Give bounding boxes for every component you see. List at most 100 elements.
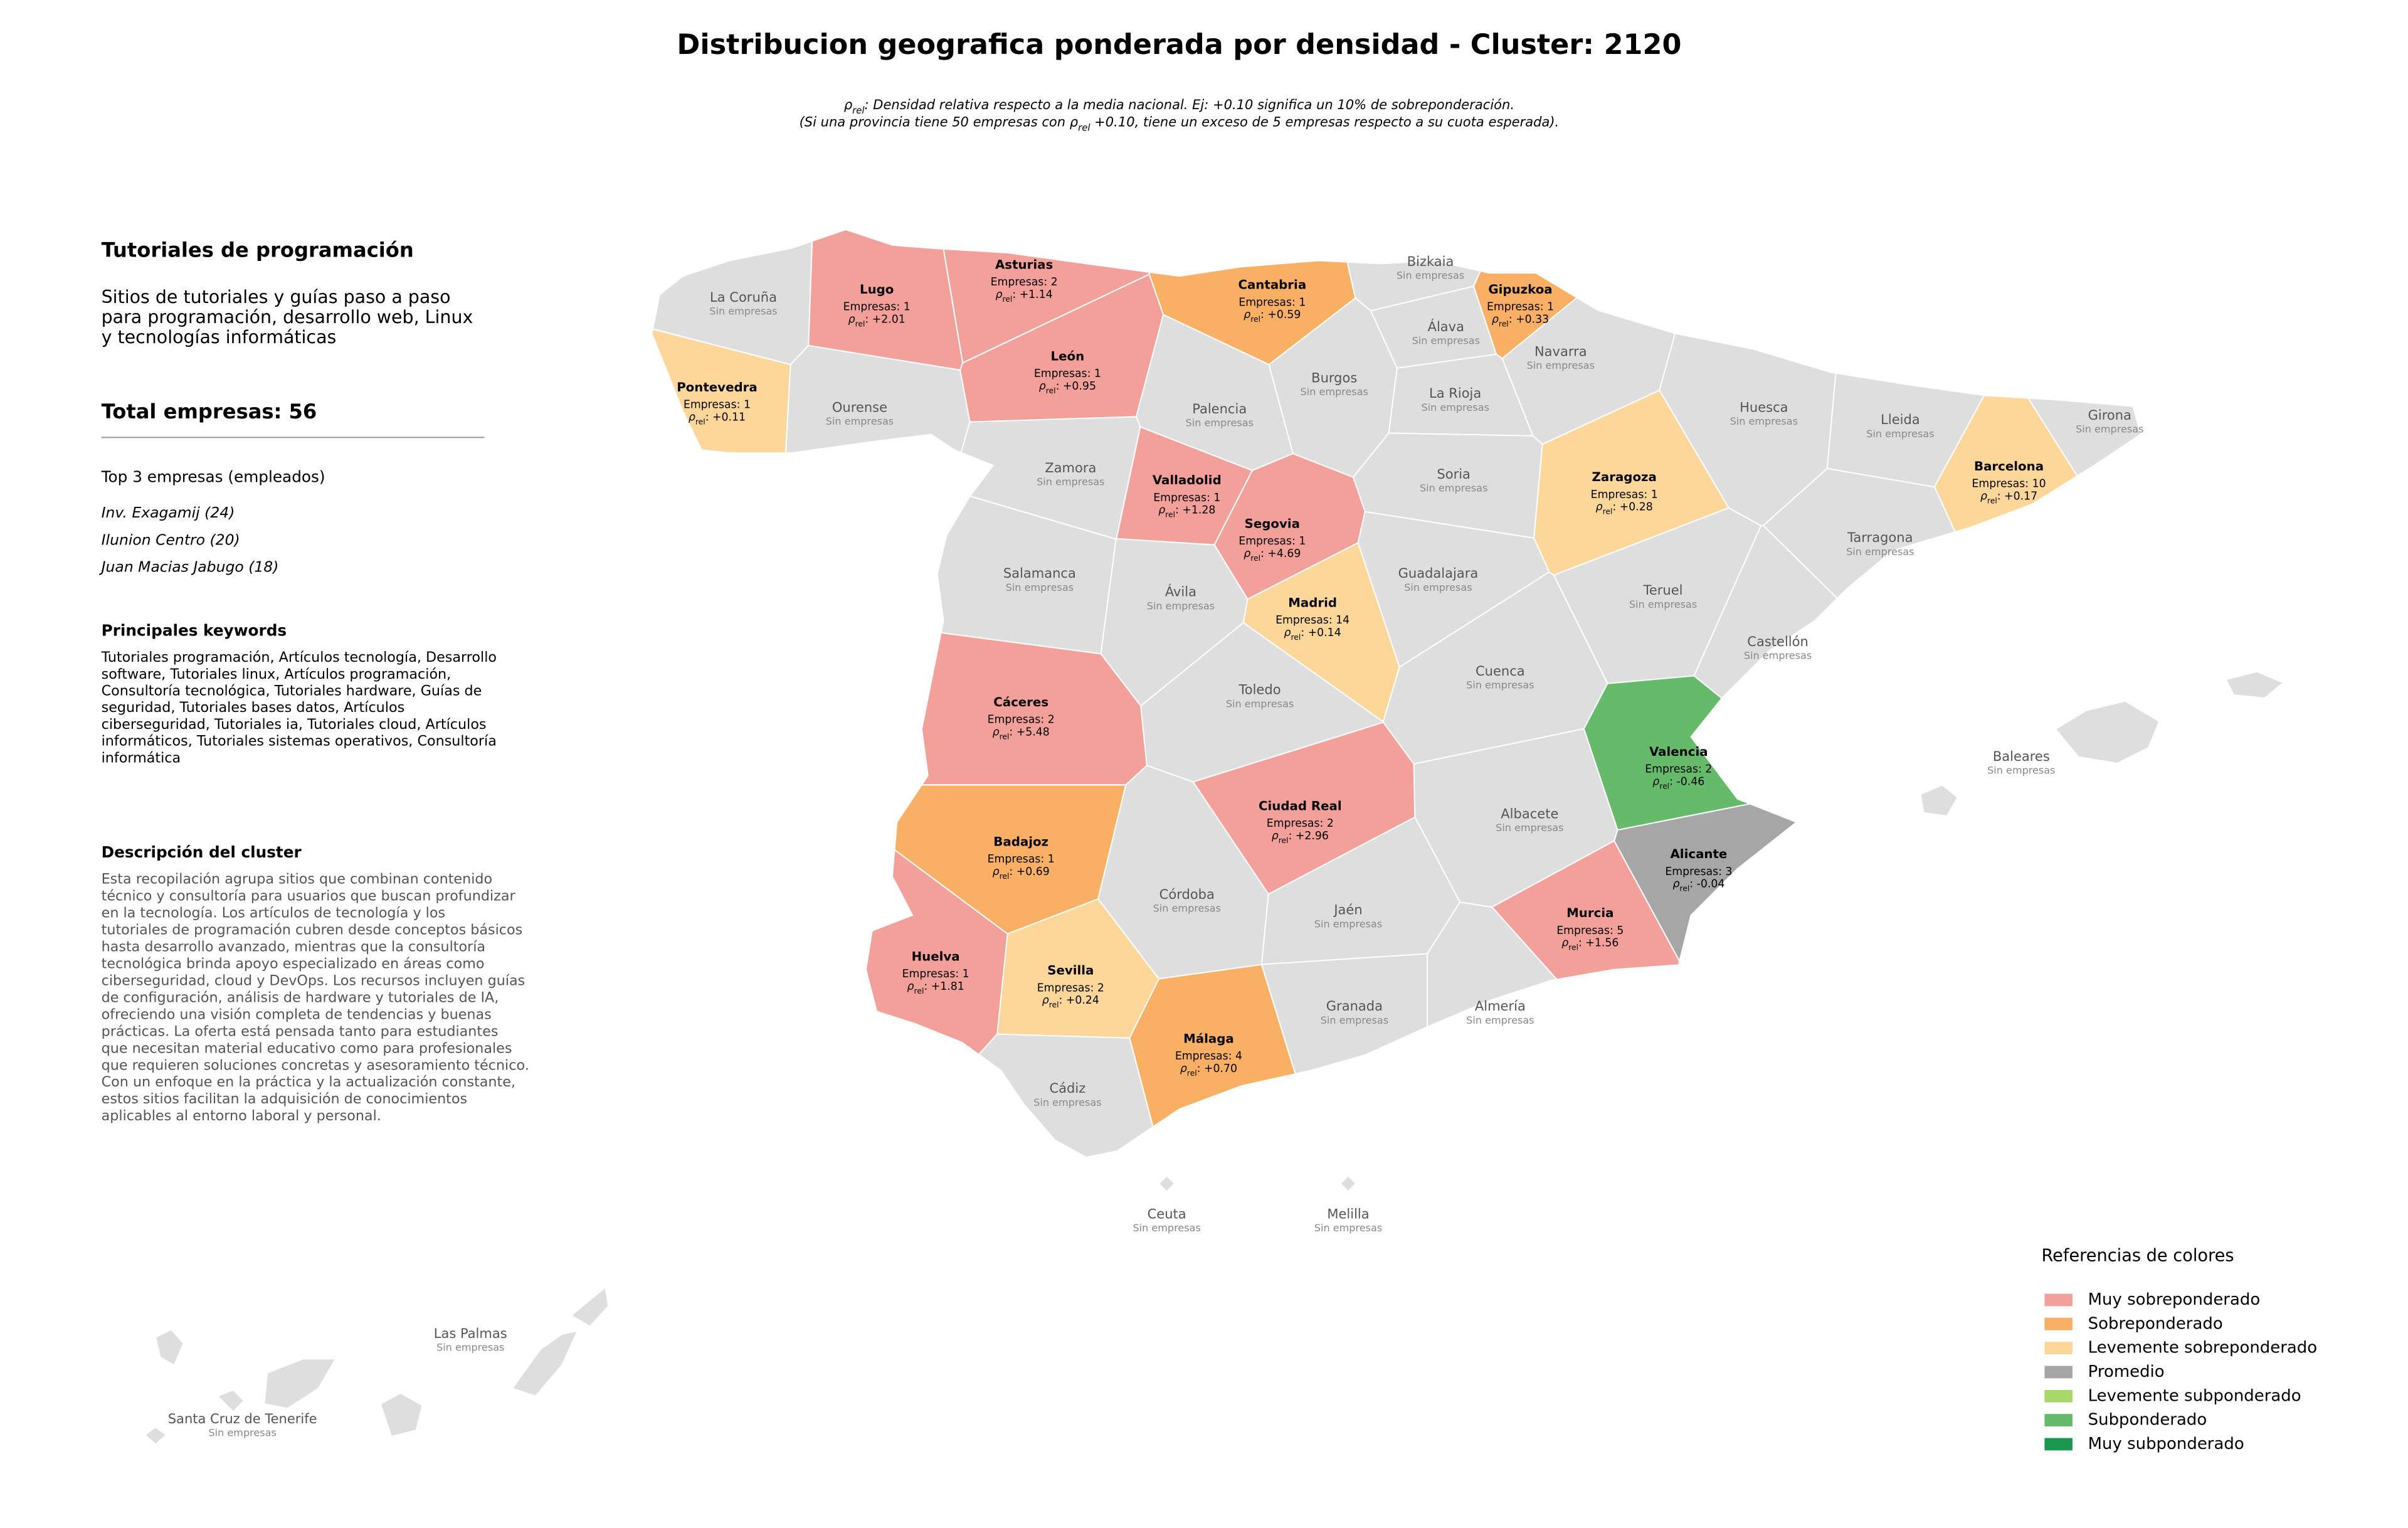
province-name: Zaragoza (1592, 470, 1657, 484)
province-name: Tarragona (1847, 529, 1913, 545)
keywords: informática (102, 750, 181, 766)
province-rho: ρrel: -0.46 (1652, 775, 1704, 790)
rho-subscript: rel (1049, 1000, 1059, 1009)
rho-subscript: rel (1250, 553, 1260, 562)
province-name: Girona (2088, 407, 2131, 423)
province-name: Cantabria (1238, 278, 1306, 292)
rho-symbol: ρ (1039, 380, 1046, 393)
legend-label: Subponderado (2088, 1411, 2207, 1430)
province-shape (1920, 784, 1959, 817)
rho-subscript: rel (1987, 496, 1997, 505)
province-status: Sin empresas (2076, 423, 2143, 435)
rho-value: +2.96 (1296, 830, 1329, 842)
rho-value: -0.04 (1697, 878, 1725, 891)
province-name: La Coruña (710, 289, 777, 305)
rho-value: +4.69 (1267, 548, 1301, 560)
province-name: Salamanca (1003, 565, 1076, 581)
panel-description: para programación, desarrollo web, Linux (102, 307, 473, 327)
province-shape (1427, 901, 1558, 1028)
province-rho: ρrel: +0.70 (1180, 1063, 1237, 1078)
province-name: Barcelona (1974, 459, 2044, 474)
subtitle: ρrel: Densidad relativa respecto a la me… (844, 97, 1514, 116)
legend-label: Muy subponderado (2088, 1435, 2244, 1453)
province-name: Castellón (1747, 634, 1809, 649)
province-name: Toledo (1238, 682, 1281, 698)
province-shape (263, 1358, 337, 1409)
province-count: Empresas: 5 (1556, 925, 1624, 937)
province-status: Sin empresas (1846, 546, 1914, 558)
rho-subscript: rel (855, 319, 865, 328)
province-name: Bizkaia (1407, 253, 1454, 269)
province-shape (216, 1389, 245, 1413)
rho-value: +0.11 (712, 411, 746, 423)
rho-subscript: rel (1279, 836, 1289, 844)
province-status: Sin empresas (1226, 698, 1294, 709)
province-shape (978, 1033, 1154, 1158)
province-status: Sin empresas (709, 305, 777, 317)
province-shape (511, 1330, 579, 1397)
rho-subscript: rel (695, 417, 705, 426)
province-rho: ρrel: +1.28 (1158, 504, 1215, 519)
subtitle-part: +0.10, tiene un exceso de 5 empresas res… (1090, 114, 1560, 129)
province-name: Álava (1428, 319, 1464, 334)
province-name: Córdoba (1159, 886, 1215, 902)
cluster-description: que requieren soluciones concretas y ase… (102, 1057, 529, 1073)
province-status: Sin empresas (826, 415, 894, 427)
cluster-description: tutoriales de programación cubren desde … (102, 922, 523, 938)
rho-symbol: ρ (1672, 878, 1679, 891)
province-status: Sin empresas (1527, 359, 1595, 371)
province-name: Guadalajara (1398, 565, 1479, 581)
rho-value: +0.69 (1017, 866, 1050, 878)
province-count: Empresas: 2 (1645, 763, 1712, 776)
rho-value: +1.28 (1182, 504, 1215, 517)
province-shape (651, 328, 791, 454)
province-name: Soria (1437, 466, 1471, 482)
province-name: Cádiz (1049, 1080, 1085, 1096)
rho-symbol: ρ (1492, 313, 1499, 326)
province-name: Palencia (1192, 401, 1247, 416)
rho-separator: : (1197, 1063, 1204, 1075)
cluster-description: estos sitios facilitan la adquisición de… (102, 1091, 468, 1107)
rho-subscript: rel (1046, 386, 1056, 395)
province-count: Empresas: 1 (1591, 489, 1658, 501)
province-shape (144, 1426, 168, 1445)
province-status: Sin empresas (1133, 1222, 1200, 1234)
cluster-description: que necesitan material educativo como pa… (102, 1040, 512, 1056)
top-company: Ilunion Centro (20) (102, 531, 240, 548)
province-status: Sin empresas (1314, 918, 1382, 930)
province-count: Empresas: 14 (1275, 614, 1349, 627)
panel-description: y tecnologías informáticas (102, 327, 337, 348)
province-name: Madrid (1288, 596, 1337, 610)
panel-title: Tutoriales de programación (102, 238, 414, 262)
rho-value: +2.01 (872, 313, 906, 326)
rho-symbol: ρ (1596, 501, 1603, 514)
province-name: Valladolid (1153, 473, 1222, 487)
province-name: Santa Cruz de Tenerife (168, 1411, 317, 1426)
province-status: Sin empresas (1301, 386, 1368, 398)
province-status: Sin empresas (1866, 428, 1934, 440)
legend-label: Levemente sobreponderado (2088, 1339, 2317, 1357)
rho-symbol: ρ (1561, 937, 1568, 950)
panel-description: Sitios de tutoriales y guías paso a paso (102, 287, 451, 307)
rho-symbol: ρ (993, 866, 1000, 878)
rho-symbol: ρ (1272, 830, 1279, 842)
province-name: Jaén (1333, 902, 1362, 918)
rho-subscript: rel (1568, 943, 1578, 952)
province-count: Empresas: 1 (1487, 301, 1554, 314)
legend-label: Levemente subponderado (2088, 1386, 2301, 1405)
province-shape (2225, 671, 2285, 699)
province-status: Sin empresas (208, 1427, 276, 1439)
province-name: Sevilla (1047, 963, 1094, 978)
rho-value: +0.70 (1204, 1063, 1237, 1075)
rho-separator: : (1260, 548, 1267, 560)
province-rho: ρrel: +1.56 (1561, 937, 1619, 952)
province-rho: ρrel: +2.01 (848, 313, 906, 328)
province-rho: ρrel: +4.69 (1244, 548, 1301, 563)
province-rho: ρrel: +0.69 (993, 866, 1050, 881)
rho-symbol: ρ (1284, 627, 1291, 639)
keywords: informáticos, Tutoriales sistemas operat… (102, 733, 497, 750)
rho-symbol: ρ (1652, 775, 1659, 788)
subtitle: (Si una provincia tiene 50 empresas con … (800, 114, 1560, 133)
cluster-description: de configuración, análisis de hardware y… (102, 989, 499, 1005)
rho-value: +0.17 (2004, 490, 2037, 502)
